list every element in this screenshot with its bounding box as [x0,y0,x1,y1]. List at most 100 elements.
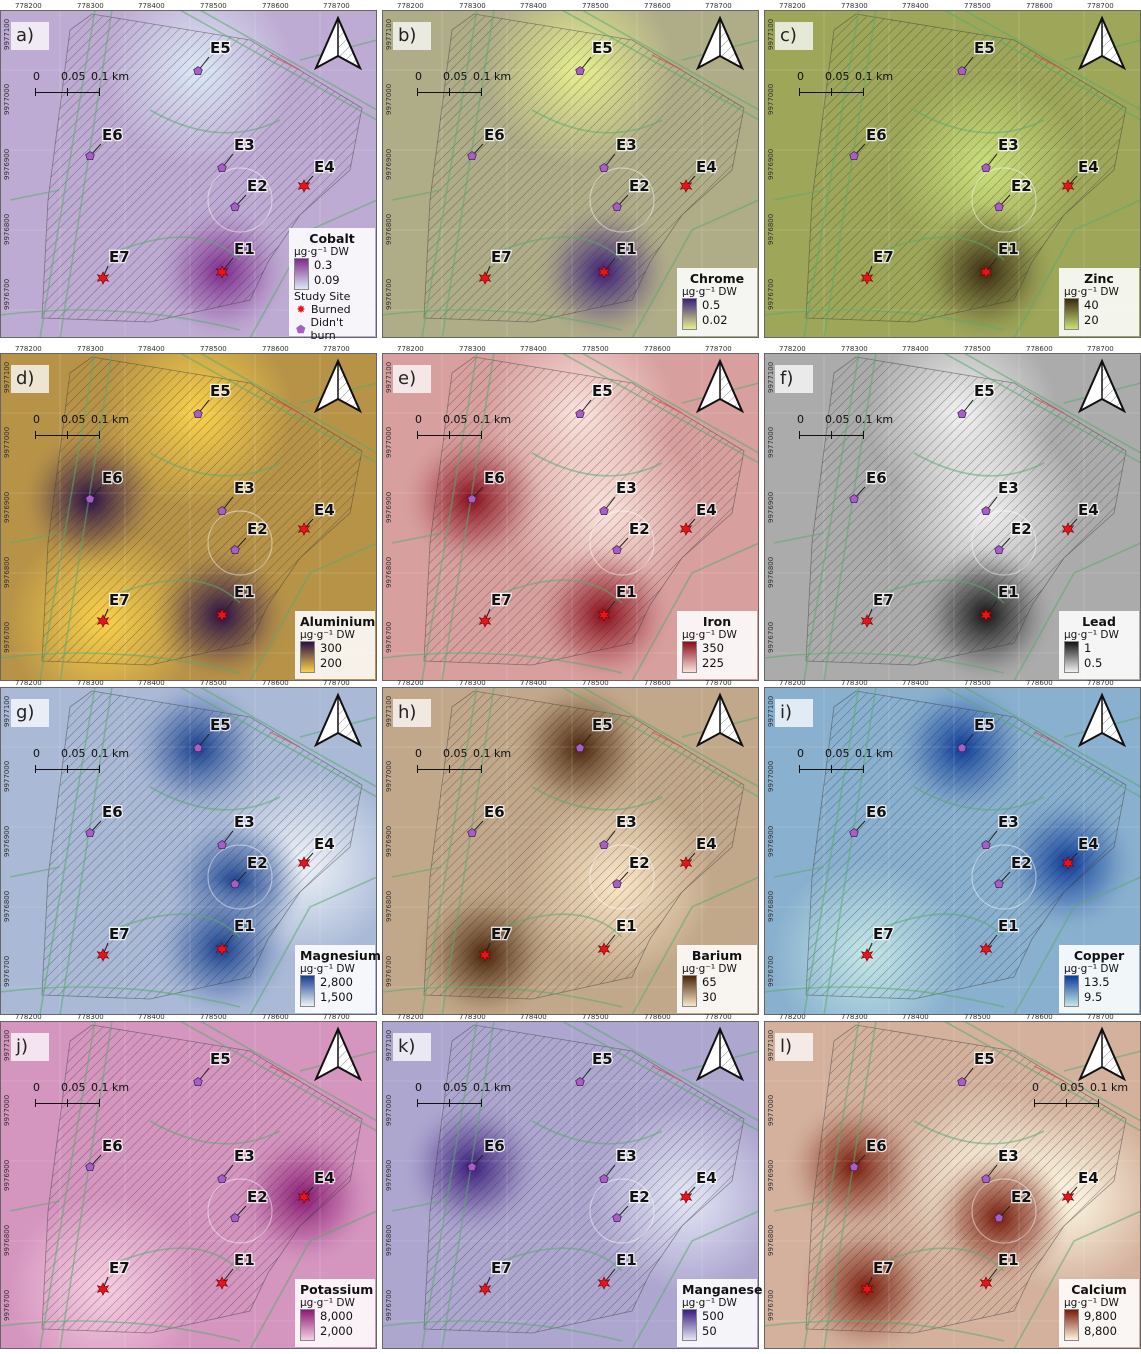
north-arrow-icon [313,358,363,414]
site-e3: E3 [217,135,256,173]
map-panel-potassium: 778200 778300 778400 778500 778600 778700 9977… [0,1011,377,1349]
x-tick-label: 778500 [964,2,991,10]
road-line [823,10,877,338]
north-arrow-icon [1077,692,1127,748]
scale-bar: 0 0.05 0.1 km [415,413,535,453]
site-label: E6 [484,469,505,487]
north-arrow-icon [695,358,745,414]
site-label: E3 [998,479,1019,497]
y-tick-label: 9976900 [3,1160,11,1191]
site-label: E4 [1078,158,1099,176]
unburned-marker-icon [85,151,95,161]
road-line [531,786,663,811]
panel-letter: g) [11,699,49,727]
y-tick-label: 9977100 [3,1030,11,1061]
x-tick-label: 778700 [323,345,350,353]
legend-unit: µg·g⁻¹ DW [682,1297,737,1309]
x-tick-label: 778400 [138,1013,165,1021]
site-e4: E4 [1061,1168,1100,1204]
site-e1: E1 [215,582,256,622]
roundabout [589,844,655,910]
legend-box: Calcium µg·g⁻¹ DW 9,800 8,800 [1059,1279,1139,1347]
site-e2: E2 [612,519,651,555]
road-line [421,687,478,1015]
x-tick-label: 778700 [1087,2,1114,10]
site-label: E6 [866,803,887,821]
roundabout [207,510,273,576]
site-e2: E2 [994,853,1033,889]
y-tick-label: 9977000 [767,427,775,458]
scale-bar: 0 0.05 0.1 km [33,1081,153,1121]
y-tick-label: 9976700 [767,1290,775,1321]
road-line [421,10,478,338]
site-e5: E5 [193,1049,232,1087]
site-label: E2 [247,520,268,538]
road-line [382,986,623,1008]
burned-marker-icon [478,1282,492,1296]
y-tick-label: 9977000 [767,1095,775,1126]
site-label: E2 [1011,854,1032,872]
legend-box: Manganese µg·g⁻¹ DW 500 50 [677,1279,762,1347]
legend-box: Potassium µg·g⁻¹ DW 8,000 2,000 [295,1279,375,1347]
legend-min-value: 30 [702,990,717,1004]
site-e3: E3 [981,812,1020,850]
road-line [631,1210,759,1349]
x-tick-label: 778500 [582,2,609,10]
site-label: E6 [866,126,887,144]
road-line [531,109,663,134]
road-line [561,687,759,798]
road-line [421,1021,478,1349]
site-e6: E6 [467,802,506,838]
site-legend-title: Study Site [294,290,351,303]
unburned-marker-icon [612,1213,622,1223]
site-e6: E6 [849,802,888,838]
x-tick-label: 778700 [323,2,350,10]
site-label: E5 [974,716,995,734]
x-tick-label: 778200 [779,345,806,353]
site-e7: E7 [478,1258,513,1296]
site-e6: E6 [849,125,888,161]
road-line [823,353,877,681]
unburned-marker-icon [612,879,622,889]
site-e6: E6 [849,468,888,504]
road-line [501,579,623,604]
x-tick-label: 778200 [779,679,806,687]
site-e6: E6 [467,125,506,161]
burned-marker-icon [979,1276,993,1290]
x-tick-label: 778600 [1026,345,1053,353]
site-e5: E5 [957,715,996,753]
site-e5: E5 [193,715,232,753]
y-tick-label: 9977100 [3,362,11,393]
y-tick-label: 9976900 [3,149,11,180]
y-tick-label: 9977000 [3,84,11,115]
panel-letter: a) [11,22,49,50]
scale-label: 0.05 [443,70,468,83]
y-tick-label: 9977100 [3,19,11,50]
y-tick-label: 9976800 [3,891,11,922]
legend-max-value: 65 [702,975,717,989]
legend-title: Aluminium [300,614,376,629]
x-tick-label: 778400 [902,1013,929,1021]
y-tick-label: 9976900 [385,149,393,180]
x-tick-label: 778500 [964,345,991,353]
unburned-marker-icon [85,828,95,838]
site-e4: E4 [679,834,718,870]
site-label: E3 [616,479,637,497]
road-line [0,986,241,1008]
site-label: E2 [629,854,650,872]
y-tick-label: 9977100 [385,696,393,727]
road-line [9,189,61,201]
study-area-polygon [423,13,745,323]
site-label: E1 [616,583,637,601]
unburned-marker-icon [193,1077,203,1087]
x-tick-label: 778300 [459,1013,486,1021]
y-tick-label: 9976700 [385,1290,393,1321]
scale-bar: 0 0.05 0.1 km [415,70,535,110]
x-tick-label: 778700 [1087,1013,1114,1021]
site-label: E5 [974,382,995,400]
interpolation-map: 778200 778300 778400 778500 778600 778700 9977… [764,679,1141,1015]
x-tick-label: 778500 [964,1013,991,1021]
site-label: E4 [314,501,335,519]
roundabout [207,844,273,910]
x-tick-label: 778600 [262,345,289,353]
